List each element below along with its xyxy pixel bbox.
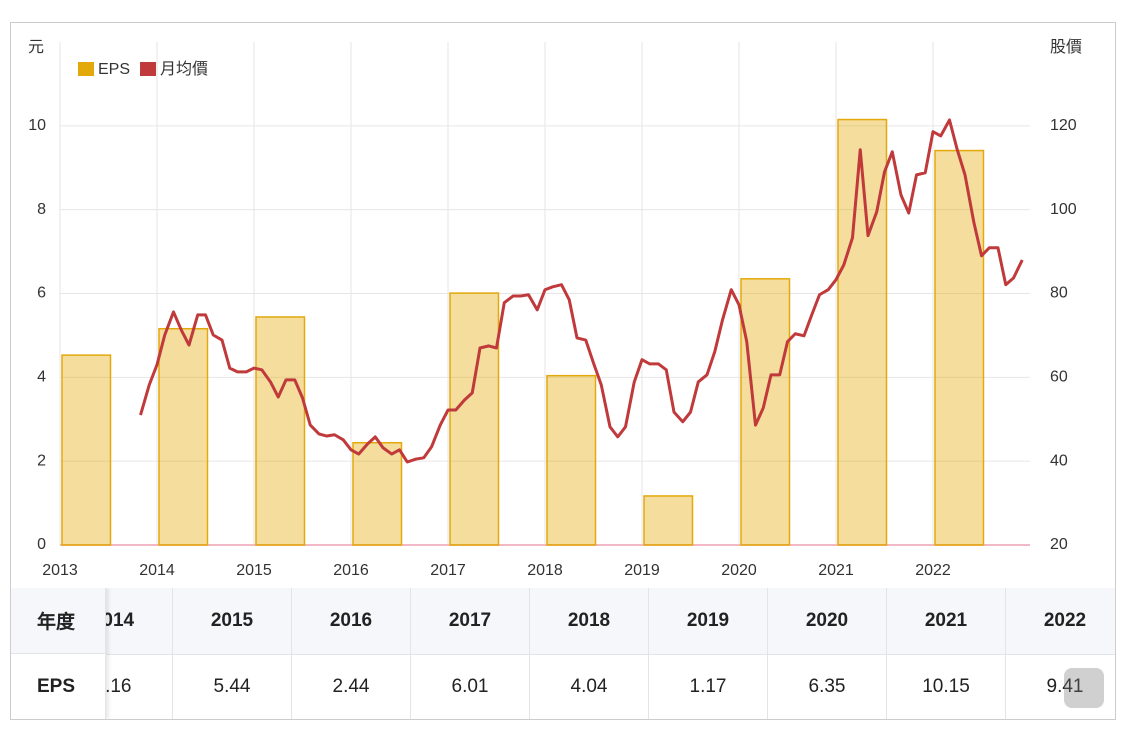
x-tick-label: 2016	[333, 562, 369, 579]
legend-swatch	[78, 62, 94, 76]
y-tick-label: 8	[37, 201, 46, 218]
year-header: 2020	[768, 588, 887, 655]
x-tick-label: 2020	[721, 562, 757, 579]
bar	[643, 495, 694, 546]
row-labels: 年度 EPS	[11, 588, 106, 719]
table-column: 2015 5.44	[173, 588, 292, 719]
year-header: 2016	[292, 588, 411, 655]
bar	[740, 278, 791, 546]
table-column: 2020 6.35	[768, 588, 887, 719]
year-header: 2017	[411, 588, 530, 655]
bar	[546, 374, 597, 546]
bar	[837, 118, 888, 546]
chart-frame	[10, 22, 1116, 720]
eps-cell: 4.04	[530, 655, 649, 719]
price-line	[139, 118, 1024, 464]
bar	[255, 316, 306, 546]
table-column: 2016 2.44	[292, 588, 411, 719]
table-column: 2021 10.15	[887, 588, 1006, 719]
y-axis-title: 元	[28, 39, 44, 56]
y-tick-label: 10	[28, 117, 46, 134]
eps-cell: 5.44	[173, 655, 292, 719]
x-tick-label: 2017	[430, 562, 466, 579]
eps-table: 2014 5.16 2015 5.44 2016 2.44 2017 6.01 2018 4.04…	[11, 588, 1115, 719]
y2-axis-title: 股價	[1050, 38, 1082, 56]
x-tick-label: 2015	[236, 562, 272, 579]
year-header: 2022	[1006, 588, 1115, 655]
year-header: 2015	[173, 588, 292, 655]
x-tick-label: 2014	[139, 562, 175, 579]
row-label: EPS	[11, 655, 106, 719]
y2-tick-label: 20	[1050, 536, 1068, 553]
legend-label: 月均價	[160, 60, 208, 78]
table-column: 2022 9.41	[1006, 588, 1115, 719]
bar	[158, 327, 209, 546]
y-tick-label: 0	[37, 536, 46, 553]
y2-tick-label: 40	[1050, 452, 1068, 469]
eps-cell: 9.41	[1006, 655, 1115, 719]
eps-cell: 6.01	[411, 655, 530, 719]
y-tick-label: 6	[37, 285, 46, 302]
year-header: 2019	[649, 588, 768, 655]
eps-cell: 1.17	[649, 655, 768, 719]
bar	[449, 292, 500, 546]
y-tick-label: 4	[37, 369, 46, 386]
expand-button[interactable]	[1064, 668, 1104, 708]
year-header: 2018	[530, 588, 649, 655]
x-tick-label: 2013	[42, 562, 78, 579]
table-column: 2017 6.01	[411, 588, 530, 719]
y-tick-label: 2	[37, 452, 46, 469]
chart: 元 股價 0 2 4 6 8 10 20 40 60 80 100 120 2013 2014 2015 20…	[28, 38, 1082, 579]
x-tick-label: 2019	[624, 562, 660, 579]
y2-tick-label: 120	[1050, 117, 1077, 134]
eps-cell: 6.35	[768, 655, 887, 719]
x-tick-label: 2022	[915, 562, 951, 579]
y2-tick-label: 80	[1050, 285, 1068, 302]
year-header: 2021	[887, 588, 1006, 655]
table-column: 2019 1.17	[649, 588, 768, 719]
y2-tick-label: 60	[1050, 369, 1068, 386]
x-tick-label: 2021	[818, 562, 854, 579]
legend-label: EPS	[98, 61, 130, 78]
header-label: 年度	[11, 588, 106, 654]
eps-cell: 2.44	[292, 655, 411, 719]
bar	[934, 149, 985, 546]
legend-swatch	[140, 62, 157, 76]
y2-tick-label: 100	[1050, 201, 1077, 218]
table-column: 2018 4.04	[530, 588, 649, 719]
bar	[352, 441, 403, 546]
bar	[61, 354, 112, 546]
x-tick-label: 2018	[527, 562, 563, 579]
eps-cell: 10.15	[887, 655, 1006, 719]
